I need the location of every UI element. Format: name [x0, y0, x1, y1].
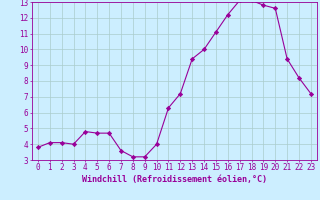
- X-axis label: Windchill (Refroidissement éolien,°C): Windchill (Refroidissement éolien,°C): [82, 175, 267, 184]
